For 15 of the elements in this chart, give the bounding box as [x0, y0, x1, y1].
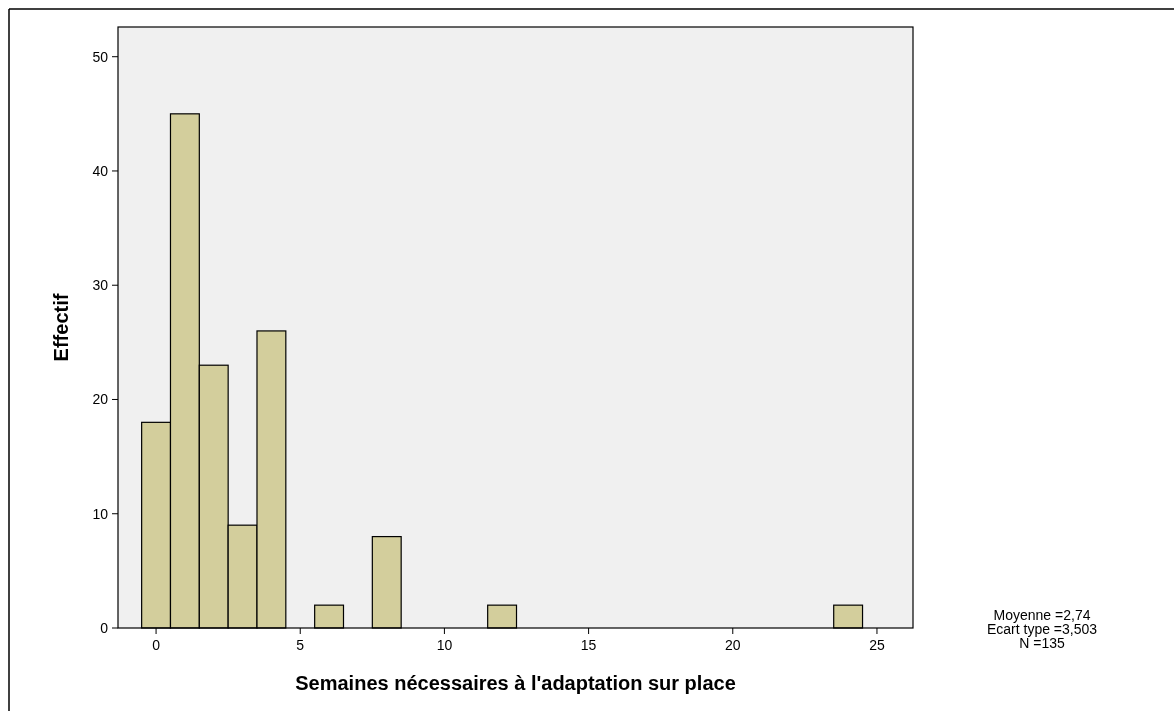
x-axis-title: Semaines nécessaires à l'adaptation sur place	[295, 672, 736, 694]
y-tick-label: 10	[92, 505, 109, 522]
y-tick-label: 0	[100, 620, 109, 636]
text: Moyenne =2,74	[993, 607, 1091, 623]
y-tick-label: 50	[92, 48, 109, 65]
x-tick-label: 10	[436, 637, 453, 653]
y-axis-title: Effectif	[50, 293, 72, 362]
x-tick-label: 5	[296, 637, 305, 653]
x-tick-label: 15	[580, 637, 597, 653]
x-tick-label: 0	[152, 637, 161, 653]
y-tick-label: 40	[92, 162, 109, 179]
x-tick-label: 20	[724, 637, 741, 653]
y-tick-label: 30	[92, 277, 109, 294]
y-tick-label: 20	[92, 391, 109, 408]
x-tick-label: 25	[869, 637, 885, 653]
